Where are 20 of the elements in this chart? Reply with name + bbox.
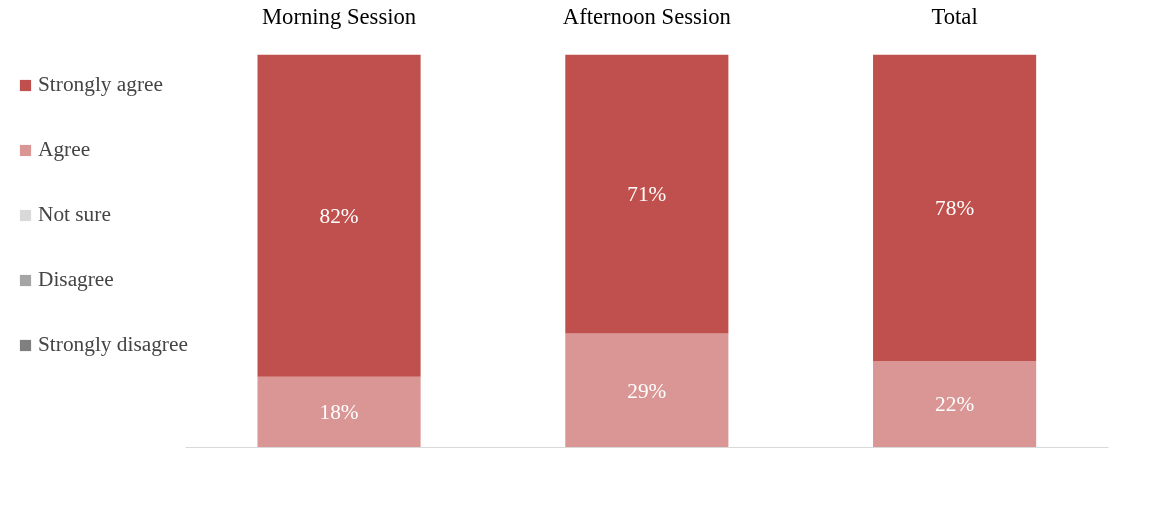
data-label: 22% [935,392,975,417]
x-tick-label: Total [931,3,978,29]
bar [257,54,421,377]
legend-label: Strongly disagree [38,332,188,357]
data-label: 18% [319,400,359,425]
data-label: 78% [935,195,975,220]
data-label: 29% [627,378,667,403]
bar [873,361,1037,448]
x-tick-label: Morning Session [261,3,417,29]
legend-label: Agree [38,137,91,162]
x-tick-label: Afternoon Session [562,3,731,29]
bar [257,376,421,448]
bar [873,54,1037,362]
legend-label: Strongly agree [38,72,163,97]
legend-label: Not sure [38,202,111,227]
bar [565,333,729,448]
legend-label: Disagree [38,267,114,292]
bar [565,54,729,334]
data-label: 71% [627,182,667,207]
data-label: 82% [319,203,359,228]
